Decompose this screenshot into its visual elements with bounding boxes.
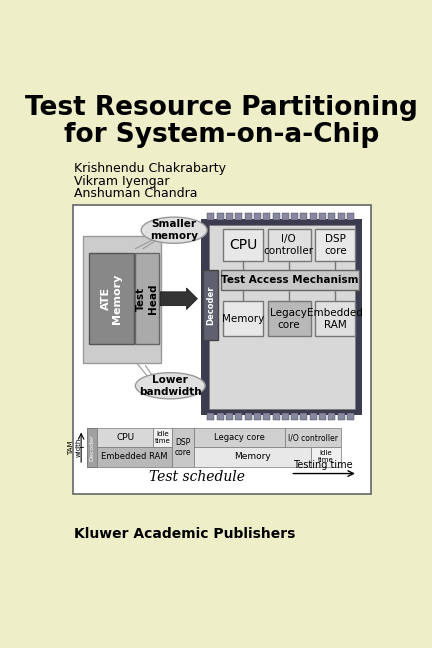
Text: Legacy core: Legacy core [214,434,265,442]
Bar [172,428,194,467]
Bar [315,229,356,261]
Text: DSP
core: DSP core [324,234,346,256]
Bar [207,413,214,421]
Bar [201,218,362,415]
Bar [226,413,233,421]
Bar [311,447,341,467]
Bar [347,413,354,421]
Bar [235,413,242,421]
Text: DSP
core: DSP core [175,437,191,457]
Bar [153,428,172,447]
Bar [73,205,371,494]
Text: CPU: CPU [229,238,257,252]
Bar [245,413,251,421]
Bar [319,213,326,220]
Bar [263,413,270,421]
Ellipse shape [141,217,207,243]
Text: Embedded RAM: Embedded RAM [102,452,168,461]
Text: Test Resource Partitioning: Test Resource Partitioning [25,95,418,121]
Text: Decoder: Decoder [206,285,215,325]
Text: Memory: Memory [234,452,271,461]
Text: Testing time: Testing time [293,461,353,470]
Bar [194,428,285,447]
Bar [245,213,251,220]
Bar [89,253,134,344]
Bar [282,413,289,421]
Bar [223,229,263,261]
Bar [217,413,224,421]
Ellipse shape [135,373,205,399]
Text: Idle
time: Idle time [318,450,334,463]
Bar [285,428,341,447]
Text: Legacy
core: Legacy core [270,308,307,330]
Text: Idle
time: Idle time [155,431,170,445]
Bar [338,413,345,421]
Bar [338,213,345,220]
Bar [319,413,326,421]
Bar [328,213,335,220]
Bar [347,213,354,220]
Text: Anshuman Chandra: Anshuman Chandra [74,187,198,200]
Text: I/O
controller: I/O controller [264,234,314,256]
Text: Test schedule: Test schedule [149,470,245,485]
Text: Embedded
RAM: Embedded RAM [308,308,363,330]
Bar [328,413,335,421]
Text: CPU: CPU [116,434,134,442]
Bar [209,225,355,409]
Text: Test
Head: Test Head [136,284,158,314]
Bar [273,213,280,220]
Text: Smaller
memory: Smaller memory [150,220,198,241]
Bar [254,413,261,421]
Bar [273,413,280,421]
Bar [300,413,308,421]
Text: Krishnendu Chakrabarty: Krishnendu Chakrabarty [74,163,226,176]
Bar [254,213,261,220]
Text: I/O controller: I/O controller [288,434,338,442]
FancyArrow shape [160,288,197,310]
Bar [207,213,214,220]
Bar [310,213,317,220]
Bar [235,213,242,220]
Bar [291,413,298,421]
Bar [291,213,298,220]
Bar [135,253,159,344]
Bar [203,270,218,340]
Text: Lower
bandwidth: Lower bandwidth [139,375,202,397]
Bar [223,301,263,336]
Bar [194,447,311,467]
Bar [83,236,161,363]
Text: TAM
width: TAM width [68,437,81,457]
Bar [263,213,270,220]
Text: Vikram Iyengar: Vikram Iyengar [74,175,170,188]
Bar [300,213,308,220]
Bar [217,213,224,220]
Text: Kluwer Academic Publishers: Kluwer Academic Publishers [74,527,295,540]
Bar [315,301,356,336]
Bar [221,270,359,290]
Bar [310,413,317,421]
Bar [97,447,172,467]
Text: Test Access Mechanism: Test Access Mechanism [221,275,359,285]
Bar [268,229,311,261]
Text: Decoder: Decoder [89,434,95,461]
Text: ATE
Memory: ATE Memory [101,273,122,324]
Bar [268,301,311,336]
Bar [86,428,97,467]
Text: for System-on-a-Chip: for System-on-a-Chip [64,122,379,148]
Text: Memory: Memory [222,314,264,324]
Bar [282,213,289,220]
Bar [97,428,153,447]
Bar [226,213,233,220]
